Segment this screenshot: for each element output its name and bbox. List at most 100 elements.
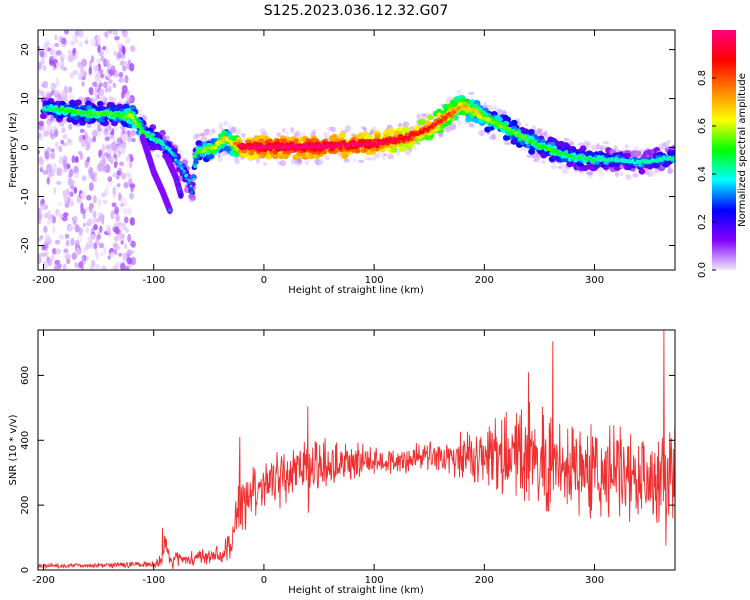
ridge-mark	[267, 138, 273, 144]
branch-core	[168, 208, 172, 213]
halo-speckle	[526, 154, 532, 158]
ridge-mark	[610, 161, 616, 167]
ridge-mark	[189, 187, 194, 191]
halo-speckle	[363, 155, 367, 161]
spectrogram-x-tick-label: 300	[585, 275, 604, 286]
ridge-mark	[221, 130, 227, 136]
noise-speckle	[58, 156, 64, 165]
noise-speckle	[88, 166, 93, 176]
colorbar-axis: 0.0 0.2 0.4 0.6 0.8	[697, 70, 716, 278]
halo-speckle	[193, 134, 199, 140]
halo-speckle	[599, 145, 605, 151]
ridge-mark	[579, 153, 585, 158]
noise-speckle	[107, 176, 113, 183]
noise-speckle	[78, 260, 84, 269]
noise-speckle	[64, 88, 68, 96]
spectrogram-y-tick-label: 0	[20, 144, 31, 150]
ridge-mark	[495, 120, 499, 124]
noise-speckle	[108, 85, 112, 93]
noise-speckle	[80, 66, 85, 74]
noise-speckle	[68, 95, 74, 101]
halo-speckle	[615, 170, 619, 178]
halo-speckle	[550, 164, 558, 170]
noise-speckle	[116, 51, 122, 59]
ridge-mark	[473, 117, 481, 124]
noise-speckle	[106, 59, 110, 68]
noise-speckle	[78, 41, 83, 47]
ridge-mark	[459, 97, 465, 103]
halo-speckle	[566, 138, 573, 142]
chart-title: S125.2023.036.12.32.G07	[264, 3, 449, 19]
ridge-mark	[403, 126, 411, 133]
noise-speckle	[115, 261, 120, 269]
noise-speckle	[43, 130, 50, 137]
halo-speckle	[492, 105, 498, 112]
halo-speckle	[667, 140, 671, 144]
noise-speckle	[85, 227, 90, 234]
noise-speckle	[122, 65, 127, 72]
noise-speckle	[54, 42, 60, 48]
noise-speckle	[92, 98, 98, 103]
snr-frame	[37, 329, 676, 571]
spectrogram-y-tick-label: -10	[20, 188, 31, 204]
noise-speckle	[112, 172, 119, 178]
ridge-mark	[638, 163, 643, 168]
noise-speckle	[58, 145, 63, 153]
noise-speckle	[111, 155, 115, 162]
noise-speckle	[100, 251, 104, 257]
noise-speckle	[38, 45, 41, 53]
ridge-mark	[184, 173, 189, 177]
noise-speckle	[115, 214, 120, 222]
noise-speckle	[125, 266, 130, 270]
noise-speckle	[62, 159, 67, 168]
noise-speckle	[42, 169, 49, 175]
noise-speckle	[71, 155, 76, 164]
noise-speckle	[120, 141, 127, 149]
noise-speckle	[42, 80, 49, 89]
noise-speckle	[120, 172, 127, 180]
halo-speckle	[312, 129, 316, 135]
noise-speckle	[40, 126, 46, 131]
noise-speckle	[96, 34, 102, 44]
noise-speckle	[124, 243, 128, 250]
noise-speckle	[97, 198, 102, 207]
noise-speckle	[122, 77, 126, 83]
ridge-mark	[162, 143, 166, 147]
noise-speckle	[38, 236, 42, 242]
ridge-mark	[87, 110, 91, 114]
halo-speckle	[218, 122, 223, 130]
halo-speckle	[536, 159, 542, 164]
noise-speckle	[92, 90, 98, 96]
noise-speckle	[90, 55, 95, 64]
colorbar-label: Normalized spectral amplitude	[737, 73, 748, 227]
noise-speckle	[38, 61, 43, 70]
ridge-mark	[354, 148, 361, 154]
noise-speckle	[64, 253, 71, 261]
halo-speckle	[343, 158, 350, 163]
noise-speckle	[106, 184, 110, 193]
ridge-mark	[44, 108, 48, 112]
noise-speckle	[103, 199, 108, 205]
noise-speckle	[81, 76, 86, 81]
halo-speckle	[130, 129, 135, 137]
noise-speckle	[62, 134, 68, 140]
halo-speckle	[449, 123, 457, 131]
halo-speckle	[263, 161, 268, 167]
noise-speckle	[55, 208, 59, 216]
halo-speckle	[541, 160, 546, 164]
noise-speckle	[38, 156, 43, 164]
halo-speckle	[126, 96, 133, 103]
ridge-mark	[130, 113, 135, 117]
noise-speckle	[78, 30, 84, 38]
ridge-mark	[131, 116, 135, 120]
noise-speckle	[114, 206, 120, 215]
noise-speckle	[105, 145, 111, 151]
halo-speckle	[290, 126, 295, 134]
colorbar-tick-label: 0.4	[697, 166, 708, 182]
ridge-mark	[154, 137, 158, 141]
noise-speckle	[105, 45, 109, 54]
noise-speckle	[85, 145, 89, 152]
ridge-mark	[160, 140, 164, 144]
noise-speckle	[63, 248, 69, 254]
